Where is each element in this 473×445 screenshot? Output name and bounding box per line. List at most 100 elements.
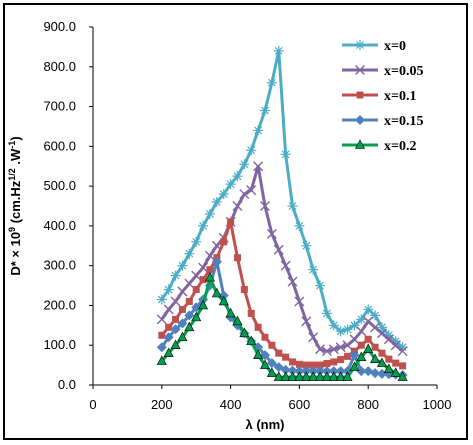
legend-label: x=0.1 xyxy=(384,89,416,104)
data-point xyxy=(268,341,276,349)
series-x=0.1 xyxy=(158,216,407,370)
data-point xyxy=(315,344,326,355)
data-point xyxy=(357,341,365,349)
data-point xyxy=(342,371,353,381)
data-point xyxy=(260,359,270,369)
x-axis-title: λ (nm) xyxy=(246,417,285,432)
data-point xyxy=(337,356,345,364)
data-point xyxy=(315,371,326,381)
data-point xyxy=(156,314,167,325)
data-point xyxy=(273,371,284,381)
data-point xyxy=(266,228,277,239)
x-tick-label: 400 xyxy=(220,397,242,412)
data-point xyxy=(356,351,367,361)
data-point xyxy=(280,371,291,381)
y-tick-label: 800.0 xyxy=(43,59,76,74)
data-point xyxy=(204,271,215,282)
data-point xyxy=(163,347,174,357)
legend-item: x=0 xyxy=(342,39,406,54)
legend-item: x=0.1 xyxy=(342,89,416,104)
data-point xyxy=(163,304,174,315)
data-point xyxy=(246,185,257,196)
data-point xyxy=(383,334,394,345)
data-point xyxy=(301,316,312,327)
data-point xyxy=(309,361,317,369)
data-point xyxy=(323,360,331,368)
data-point xyxy=(163,332,174,343)
x-tick-label: 200 xyxy=(151,397,173,412)
data-point xyxy=(156,355,167,365)
data-point xyxy=(344,352,352,360)
data-point xyxy=(294,296,305,307)
data-point xyxy=(289,358,297,366)
data-point xyxy=(287,371,298,381)
data-point xyxy=(156,342,167,353)
series-x=0 xyxy=(156,45,408,353)
data-point xyxy=(191,302,202,313)
data-point xyxy=(177,286,188,297)
data-point xyxy=(199,276,207,284)
legend: x=0 x=0.05 x=0.1 x=0.15 x=0.2 xyxy=(342,39,423,154)
data-point xyxy=(266,367,277,377)
data-point xyxy=(184,310,195,321)
y-tick-label: 500.0 xyxy=(43,178,76,193)
data-point xyxy=(328,371,339,381)
x-tick-label: 600 xyxy=(289,397,311,412)
data-point xyxy=(170,339,181,350)
data-point xyxy=(191,270,202,281)
data-point xyxy=(363,343,374,354)
legend-label: x=0.2 xyxy=(384,139,416,154)
data-point xyxy=(177,318,188,329)
data-point xyxy=(239,327,250,338)
data-point xyxy=(356,91,364,99)
data-point xyxy=(371,343,379,351)
data-point xyxy=(260,350,270,361)
data-point xyxy=(376,328,387,339)
data-point xyxy=(239,189,250,200)
data-point xyxy=(225,307,236,318)
y-tick-label: 900.0 xyxy=(43,19,76,34)
data-point xyxy=(232,201,243,211)
data-point xyxy=(308,332,319,343)
data-point xyxy=(282,353,290,361)
axes: 0 200 400 600 800 1000 0.0 100.0 200.0 300.0 400.0… xyxy=(43,19,451,412)
x-tick-label: 800 xyxy=(357,397,379,412)
data-point xyxy=(260,201,270,211)
data-point xyxy=(185,297,193,305)
data-point xyxy=(330,358,338,366)
data-point xyxy=(301,366,312,377)
data-point xyxy=(178,305,186,313)
data-point xyxy=(184,321,195,332)
legend-label: x=0.05 xyxy=(384,64,423,79)
data-point xyxy=(158,331,166,339)
y-tick-label: 200.0 xyxy=(43,297,76,312)
data-point xyxy=(211,240,222,251)
data-point xyxy=(328,344,339,355)
data-point xyxy=(385,355,393,363)
data-point xyxy=(321,346,332,357)
y-tick-label: 100.0 xyxy=(43,337,76,352)
data-point xyxy=(399,362,407,370)
data-point xyxy=(198,299,209,310)
x-tick-label: 1000 xyxy=(423,397,452,412)
data-point xyxy=(232,315,243,326)
data-point xyxy=(397,371,408,381)
data-point xyxy=(218,295,229,306)
data-point xyxy=(349,350,360,361)
data-point xyxy=(328,366,339,377)
y-tick-label: 0.0 xyxy=(58,377,76,392)
data-point xyxy=(349,361,360,371)
data-point xyxy=(253,161,264,172)
data-point xyxy=(383,363,394,373)
legend-item: x=0.05 xyxy=(342,64,423,79)
data-point xyxy=(206,266,214,274)
data-point xyxy=(376,357,387,367)
data-point xyxy=(165,323,173,331)
data-point xyxy=(355,65,365,75)
data-point xyxy=(294,366,305,377)
data-point xyxy=(211,256,222,267)
data-point xyxy=(370,353,381,363)
legend-item: x=0.2 xyxy=(342,139,416,154)
data-point xyxy=(172,315,180,323)
